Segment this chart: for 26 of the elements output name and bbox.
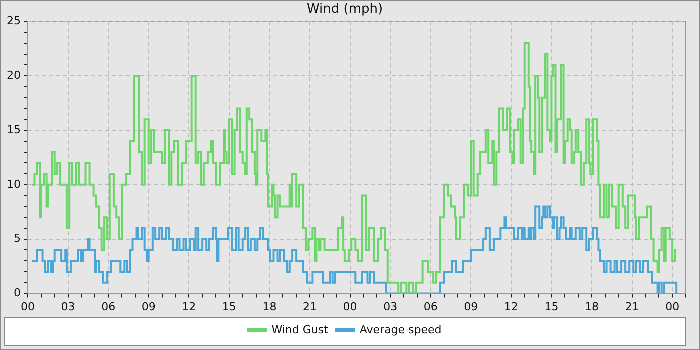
x-tick-label: 21 <box>625 300 640 314</box>
x-tick-label: 12 <box>504 300 518 314</box>
y-tick-label: 20 <box>6 68 21 82</box>
x-tick-label: 00 <box>666 300 680 314</box>
x-tick-label: 18 <box>262 300 277 314</box>
x-tick-label: 03 <box>384 300 398 314</box>
legend-label: Wind Gust <box>272 323 330 336</box>
y-tick-label: 5 <box>14 232 21 246</box>
chart-title: Wind (mph) <box>306 2 384 18</box>
y-tick-label: 0 <box>14 286 21 300</box>
x-tick-label: 00 <box>343 300 358 314</box>
x-tick-label: 06 <box>102 300 116 314</box>
y-tick-label: 25 <box>6 14 21 28</box>
x-tick-label: 09 <box>142 300 156 314</box>
x-tick-label: 09 <box>464 300 478 314</box>
x-tick-label: 12 <box>182 300 196 314</box>
x-tick-label: 18 <box>585 300 599 314</box>
x-tick-label: 15 <box>222 300 236 314</box>
x-tick-label: 06 <box>424 300 438 314</box>
x-tick-label: 21 <box>303 300 317 314</box>
x-tick-label: 03 <box>61 300 76 314</box>
y-tick-label: 10 <box>6 178 21 191</box>
legend-label: Average speed <box>360 323 442 336</box>
x-tick-label: 15 <box>544 300 559 314</box>
x-tick-label: 00 <box>20 300 35 314</box>
y-tick-label: 15 <box>6 123 21 136</box>
